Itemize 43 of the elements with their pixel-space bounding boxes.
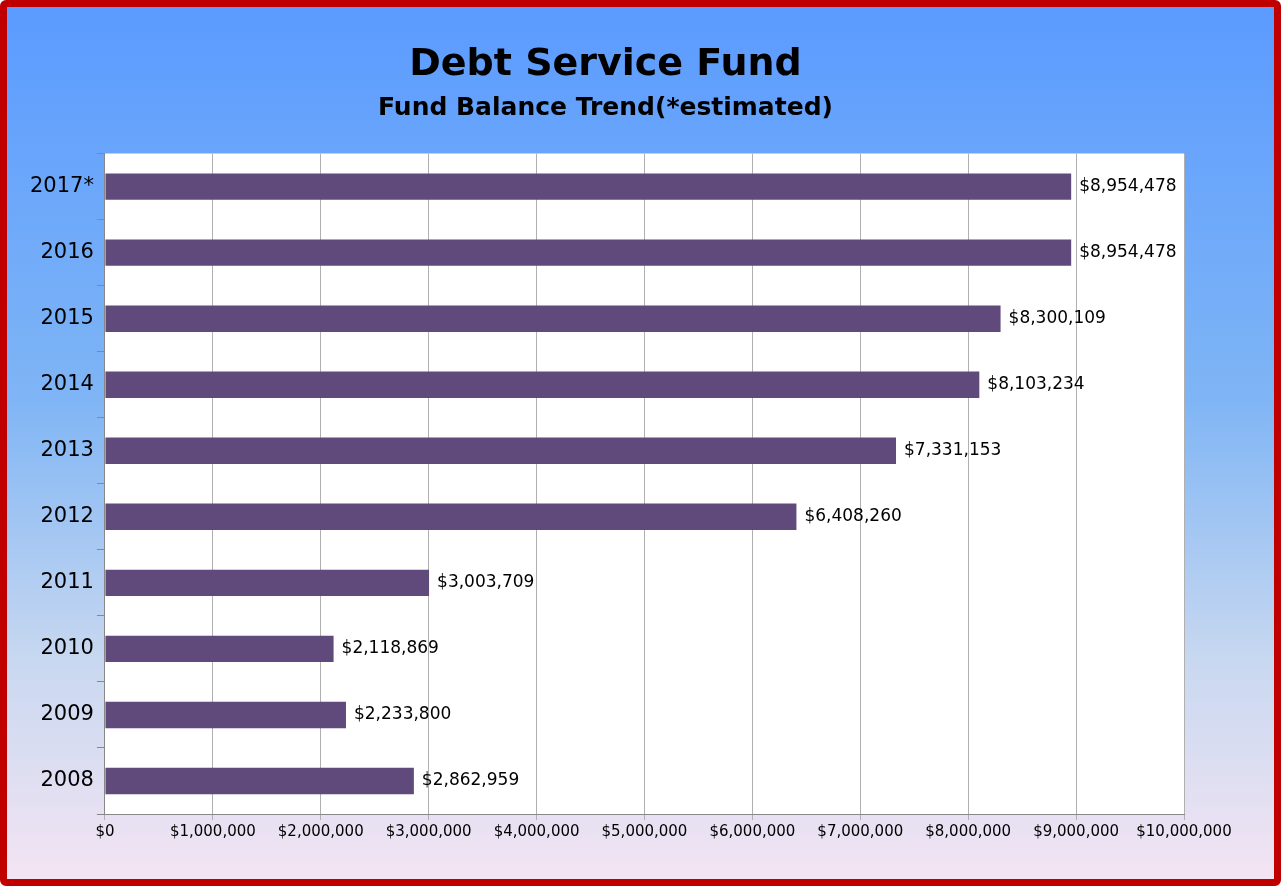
y-tick-label: 2013 — [40, 437, 94, 462]
bar — [105, 239, 1072, 266]
chart-title: Debt Service Fund — [409, 39, 802, 84]
bar — [105, 767, 414, 795]
y-tick-label: 2015 — [40, 305, 94, 330]
data-label: $8,954,478 — [1079, 241, 1177, 262]
x-tick-label: $8,000,000 — [925, 821, 1012, 840]
bar — [105, 371, 980, 398]
chart-subtitle: Fund Balance Trend(*estimated) — [378, 92, 833, 122]
y-tick-label: 2014 — [40, 371, 94, 396]
data-label: $8,103,234 — [987, 373, 1085, 394]
data-label: $7,331,153 — [904, 439, 1002, 460]
data-label: $2,862,959 — [421, 769, 520, 790]
bar — [105, 701, 346, 729]
x-tick-label: $6,000,000 — [709, 821, 796, 840]
x-tick-label: $0 — [95, 821, 115, 840]
y-tick-label: 2016 — [40, 239, 94, 264]
x-tick-label: $10,000,000 — [1136, 821, 1232, 840]
y-tick-label: 2011 — [40, 569, 94, 594]
x-tick-label: $4,000,000 — [493, 821, 580, 840]
bar — [105, 437, 897, 464]
bar — [105, 503, 797, 531]
bar — [105, 569, 430, 597]
bar — [105, 173, 1072, 200]
x-tick-label: $5,000,000 — [601, 821, 688, 840]
x-tick-label: $2,000,000 — [277, 821, 364, 840]
y-tick-label: 2010 — [40, 635, 94, 660]
data-label: $8,954,478 — [1079, 175, 1177, 196]
y-tick-label: 2012 — [40, 503, 94, 528]
y-tick-label: 2017* — [29, 173, 94, 198]
data-label: $6,408,260 — [804, 505, 902, 526]
x-tick-label: $3,000,000 — [385, 821, 472, 840]
x-tick-label: $1,000,000 — [169, 821, 256, 840]
y-tick-label: 2008 — [40, 767, 94, 792]
bar — [105, 305, 1001, 332]
data-label: $2,118,869 — [341, 637, 439, 658]
bar — [105, 635, 334, 663]
data-label: $2,233,800 — [353, 703, 452, 724]
data-label: $8,300,109 — [1008, 307, 1106, 328]
data-label: $3,003,709 — [437, 571, 535, 592]
y-tick-label: 2009 — [40, 701, 94, 726]
x-tick-label: $7,000,000 — [817, 821, 904, 840]
x-tick-label: $9,000,000 — [1033, 821, 1120, 840]
